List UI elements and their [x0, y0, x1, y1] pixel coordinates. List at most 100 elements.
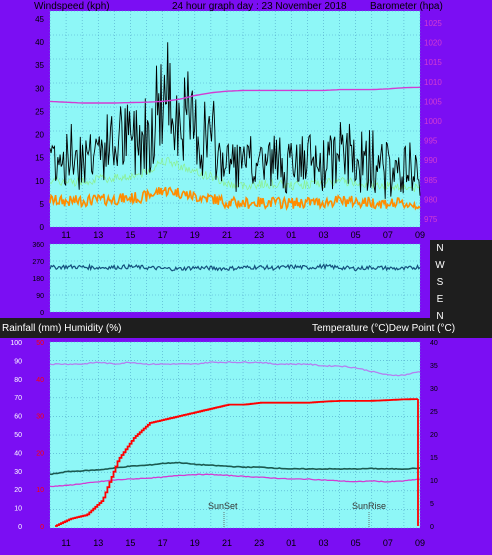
compass-label: E: [437, 294, 444, 305]
direction-tick: 90: [36, 293, 44, 300]
bottom-x-tick: 19: [190, 538, 200, 548]
top-x-tick: 19: [190, 230, 200, 240]
humidity-tick: 70: [14, 395, 22, 402]
bottom-x-tick: 21: [222, 538, 232, 548]
barometer-tick: 1005: [424, 97, 442, 106]
barometer-line: [49, 86, 421, 104]
humidity-tick: 0: [18, 524, 22, 531]
rainfall-tick: 30: [36, 414, 44, 421]
top-x-tick: 09: [415, 230, 425, 240]
barometer-tick: 1025: [424, 19, 442, 28]
windspeed-tick: 20: [35, 131, 44, 140]
top-x-tick: 23: [254, 230, 264, 240]
windspeed-tick: 45: [35, 15, 44, 24]
top-x-tick: 07: [383, 230, 393, 240]
direction-tick: 180: [32, 276, 44, 283]
windspeed-line: [49, 42, 421, 199]
compass-label: W: [435, 260, 445, 271]
rainfall-tick: 50: [36, 340, 44, 347]
rainfall-tick: 10: [36, 487, 44, 494]
windspeed-tick: 40: [35, 38, 44, 47]
top-x-tick: 15: [125, 230, 135, 240]
bottom-x-tick: 15: [125, 538, 135, 548]
humidity-tick: 60: [14, 414, 22, 421]
bottom-plot-area: [50, 342, 420, 528]
direction-tick: 360: [32, 242, 44, 249]
temperature-line: [49, 461, 421, 476]
temperature-tick: 30: [430, 386, 438, 393]
compass-label: N: [436, 311, 443, 322]
windspeed-tick: 10: [35, 177, 44, 186]
top-x-tick: 21: [222, 230, 232, 240]
humidity-line: [49, 361, 421, 377]
temperature-tick: 40: [430, 340, 438, 347]
top-x-tick: 03: [318, 230, 328, 240]
bottom-x-tick: 05: [351, 538, 361, 548]
wind-average-line: [49, 156, 421, 193]
direction-tick: 270: [32, 259, 44, 266]
mid-plot-area: [50, 244, 420, 312]
humidity-tick: 20: [14, 487, 22, 494]
bottom-x-tick: 09: [415, 538, 425, 548]
top-plot-area: [50, 11, 420, 227]
humidity-tick: 80: [14, 377, 22, 384]
windspeed-tick: 30: [35, 84, 44, 93]
humidity-tick: 50: [14, 432, 22, 439]
temperature-tick: 25: [430, 409, 438, 416]
top-x-tick: 01: [286, 230, 296, 240]
humidity-tick: 90: [14, 358, 22, 365]
windspeed-tick: 35: [35, 61, 44, 70]
windspeed-tick: 15: [35, 154, 44, 163]
barometer-axis-title: Barometer (hpa): [370, 1, 443, 12]
rainfall-tick: 0: [40, 524, 44, 531]
humidity-tick: 100: [10, 340, 22, 347]
bottom-x-tick: 17: [158, 538, 168, 548]
temperature-tick: 35: [430, 363, 438, 370]
barometer-tick: 1010: [424, 78, 442, 87]
bottom-x-tick: 11: [61, 538, 70, 548]
windspeed-tick: 25: [35, 107, 44, 116]
wind-direction-line: [49, 263, 421, 272]
bottom-x-tick: 07: [383, 538, 393, 548]
rainfall-tick: 40: [36, 377, 44, 384]
bottom-x-tick: 03: [318, 538, 328, 548]
humidity-tick: 30: [14, 469, 22, 476]
barometer-tick: 1015: [424, 58, 442, 67]
sunrise-label: SunRise: [352, 501, 386, 511]
temperature-tick: 15: [430, 455, 438, 462]
barometer-tick: 975: [424, 215, 438, 224]
barometer-tick: 995: [424, 137, 438, 146]
humidity-tick: 10: [14, 506, 22, 513]
barometer-tick: 990: [424, 156, 438, 165]
compass-label: N: [436, 243, 443, 254]
temp-dewpoint-title: Temperature (°C)Dew Point (°C): [312, 323, 455, 334]
top-x-tick: 13: [93, 230, 103, 240]
barometer-tick: 985: [424, 176, 438, 185]
bottom-x-tick: 23: [254, 538, 264, 548]
bottom-x-tick: 13: [93, 538, 103, 548]
rainfall-tick: 20: [36, 450, 44, 457]
wind-gust-band: [49, 186, 421, 211]
legend-strip: [0, 318, 492, 338]
humidity-tick: 40: [14, 450, 22, 457]
windspeed-axis-title: Windspeed (kph): [34, 1, 110, 12]
top-x-tick: 11: [61, 230, 70, 240]
top-x-tick: 17: [158, 230, 168, 240]
rainfall-line: [55, 398, 419, 527]
barometer-tick: 1000: [424, 117, 442, 126]
compass-label: S: [437, 277, 444, 288]
temperature-tick: 20: [430, 432, 438, 439]
temperature-tick: 5: [430, 501, 434, 508]
rain-humidity-title: Rainfall (mm) Humidity (%): [2, 323, 121, 334]
temperature-tick: 0: [430, 524, 434, 531]
direction-tick: 0: [40, 310, 44, 317]
windspeed-tick: 5: [40, 200, 45, 209]
windspeed-tick: 0: [40, 223, 45, 232]
barometer-tick: 1020: [424, 39, 442, 48]
temperature-tick: 10: [430, 478, 438, 485]
barometer-tick: 980: [424, 195, 438, 204]
sunset-label: SunSet: [208, 501, 238, 511]
bottom-x-tick: 01: [286, 538, 296, 548]
mid-right-bg: [430, 240, 492, 318]
